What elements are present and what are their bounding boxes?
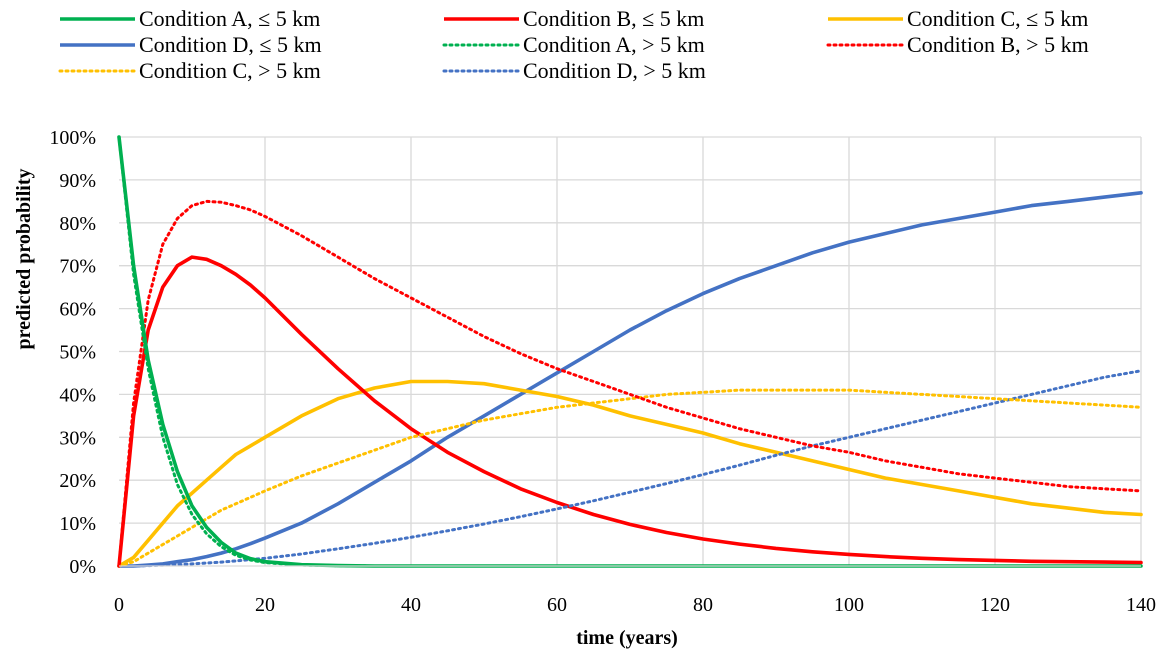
y-tick-label: 80% xyxy=(59,213,96,235)
y-tick-label: 70% xyxy=(59,256,96,278)
x-tick-label: 80 xyxy=(693,594,713,616)
legend-label: Condition D, ≤ 5 km xyxy=(139,32,322,57)
y-tick-label: 40% xyxy=(59,384,96,406)
y-tick-label: 100% xyxy=(49,127,96,149)
x-tick-label: 20 xyxy=(255,594,275,616)
series-line xyxy=(117,255,1143,568)
series-line xyxy=(117,379,1143,568)
legend-label: Condition B, > 5 km xyxy=(907,32,1089,57)
y-tick-label: 20% xyxy=(59,470,96,492)
x-tick-label: 0 xyxy=(114,594,124,616)
y-tick-label: 60% xyxy=(59,299,96,321)
y-axis-tick-labels: 0% 10% 20% 30% 40% 50% 60% 70% 80% 90% 100% xyxy=(49,127,96,578)
x-tick-label: 100 xyxy=(834,594,864,616)
series-line xyxy=(117,369,1143,568)
series-line xyxy=(117,191,1143,568)
x-tick-label: 120 xyxy=(980,594,1010,616)
x-tick-label: 40 xyxy=(401,594,421,616)
x-tick-label: 140 xyxy=(1126,594,1156,616)
legend-label: Condition B, ≤ 5 km xyxy=(523,6,704,31)
y-tick-label: 10% xyxy=(59,513,96,535)
y-tick-label: 50% xyxy=(59,342,96,364)
series-line xyxy=(117,199,1143,568)
x-tick-label: 60 xyxy=(547,594,567,616)
legend-label: Condition C, > 5 km xyxy=(139,58,321,83)
y-axis-title: predicted probability xyxy=(13,169,35,350)
grid-lines xyxy=(119,136,1142,566)
y-tick-label: 90% xyxy=(59,170,96,192)
legend-label: Condition A, > 5 km xyxy=(523,32,705,57)
legend-label: Condition C, ≤ 5 km xyxy=(907,6,1088,31)
y-tick-label: 30% xyxy=(59,427,96,449)
legend-label: Condition D, > 5 km xyxy=(523,58,706,83)
legend: Condition A, ≤ 5 km Condition B, ≤ 5 km Co… xyxy=(58,6,1089,83)
legend-label: Condition A, ≤ 5 km xyxy=(139,6,320,31)
series-line xyxy=(117,388,1143,568)
y-tick-label: 0% xyxy=(69,556,96,578)
x-axis-title: time (years) xyxy=(576,627,678,649)
x-axis-tick-labels: 0 20 40 60 80 100 120 140 xyxy=(114,594,1156,616)
